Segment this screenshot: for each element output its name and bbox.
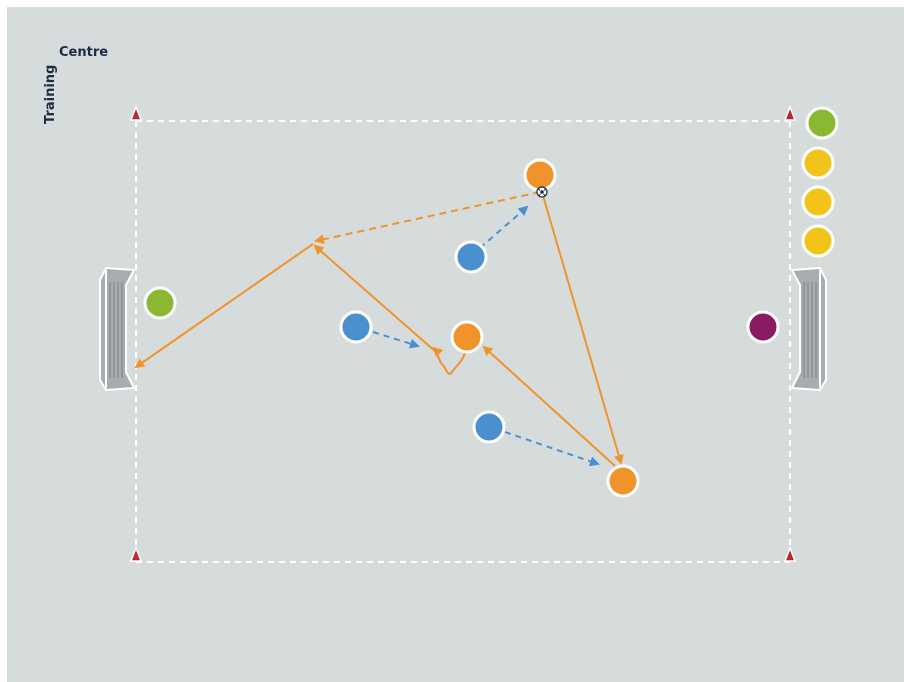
players [143,106,839,498]
run-arrow-blue-bottom [504,431,600,467]
brand-word-centre: Centre [59,45,108,60]
cone-icon [129,104,143,121]
player-yellow-reserve-2[interactable] [801,185,835,219]
goal-icon [99,267,135,391]
player-yellow-reserve-1[interactable] [801,146,835,180]
goal-right [791,267,827,391]
player-blue-bottom[interactable] [472,410,506,444]
player-orange-top[interactable] [523,158,557,192]
player-green-reserve-right[interactable] [805,106,839,140]
player-purple-right[interactable] [746,310,780,344]
ball-icon[interactable] [536,186,548,198]
brand-logo: Training Centre [43,45,108,124]
pass-arrow-bottom-right-to-middle [482,345,616,467]
cone-icon [783,545,797,562]
cone-icon [783,104,797,121]
dribble-path [432,346,466,375]
player-green-keeper-left[interactable] [143,286,177,320]
cone-top-right [783,104,797,121]
player-orange-bottom-right[interactable] [606,464,640,498]
cone-bottom-right [783,545,797,562]
pass-arrow-wiggle-to-left-point [313,244,437,353]
run-arrow-blue-middle [372,331,420,349]
brand-word-training: Training [43,65,58,124]
pass-arrows [134,191,624,467]
goal-icon [791,267,827,391]
pass-arrow-top-to-bottom-right [541,191,624,465]
pass-arrow-shot-to-goal [134,243,314,369]
cone-top-left [129,104,143,121]
ball-move-arrow-dashed [314,191,541,245]
player-blue-middle-left[interactable] [339,310,373,344]
pitch-boundary [135,120,791,563]
cone-bottom-left [129,545,143,562]
player-blue-top[interactable] [454,240,488,274]
player-yellow-reserve-3[interactable] [801,224,835,258]
run-arrows [372,205,600,467]
player-orange-middle[interactable] [450,320,484,354]
goal-left [99,267,135,391]
cone-icon [129,545,143,562]
